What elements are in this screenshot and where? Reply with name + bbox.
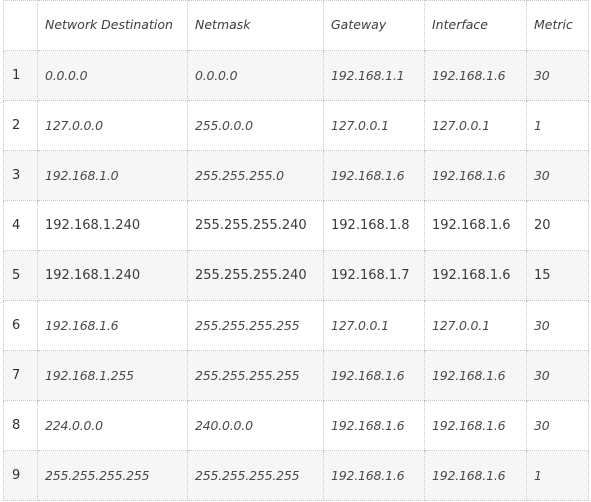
row-number: 5 [3, 250, 38, 301]
row-number: 3 [3, 150, 38, 201]
cell-interface: 192.168.1.6 [424, 50, 527, 101]
cell-network-destination: 0.0.0.0 [37, 50, 188, 101]
header-netmask: Netmask [187, 0, 324, 51]
cell-metric: 30 [526, 50, 589, 101]
cell-netmask: 255.255.255.240 [187, 200, 324, 251]
cell-network-destination: 255.255.255.255 [37, 450, 188, 501]
cell-netmask: 255.255.255.255 [187, 450, 324, 501]
cell-interface: 127.0.0.1 [424, 300, 527, 351]
cell-metric: 20 [526, 200, 589, 251]
cell-network-destination: 127.0.0.0 [37, 100, 188, 151]
table-row: 2 127.0.0.0 255.0.0.0 127.0.0.1 127.0.0.1 1 [3, 100, 589, 151]
header-network-destination: Network Destination [37, 0, 188, 51]
row-number: 2 [3, 100, 38, 151]
cell-metric: 30 [526, 400, 589, 451]
cell-network-destination: 192.168.1.240 [37, 250, 188, 301]
table-row: 9 255.255.255.255 255.255.255.255 192.168.1… [3, 450, 589, 501]
cell-gateway: 127.0.0.1 [323, 100, 425, 151]
table-row: 6 192.168.1.6 255.255.255.255 127.0.0.1 127.… [3, 300, 589, 351]
cell-metric: 30 [526, 150, 589, 201]
table-row: 3 192.168.1.0 255.255.255.0 192.168.1.6 192.… [3, 150, 589, 201]
cell-netmask: 240.0.0.0 [187, 400, 324, 451]
cell-gateway: 192.168.1.8 [323, 200, 425, 251]
row-number: 9 [3, 450, 38, 501]
row-number: 1 [3, 50, 38, 101]
cell-netmask: 255.0.0.0 [187, 100, 324, 151]
row-number: 8 [3, 400, 38, 451]
cell-gateway: 192.168.1.6 [323, 450, 425, 501]
table-row: 5 192.168.1.240 255.255.255.240 192.168.1.7… [3, 250, 589, 301]
row-number: 7 [3, 350, 38, 401]
cell-interface: 192.168.1.6 [424, 450, 527, 501]
cell-netmask: 255.255.255.255 [187, 350, 324, 401]
header-index [3, 0, 38, 51]
cell-network-destination: 192.168.1.6 [37, 300, 188, 351]
cell-interface: 192.168.1.6 [424, 250, 527, 301]
cell-metric: 30 [526, 300, 589, 351]
cell-network-destination: 224.0.0.0 [37, 400, 188, 451]
header-row: Network Destination Netmask Gateway Inte… [3, 0, 589, 51]
cell-gateway: 192.168.1.6 [323, 350, 425, 401]
row-number: 4 [3, 200, 38, 251]
table-row: 7 192.168.1.255 255.255.255.255 192.168.1.6… [3, 350, 589, 401]
cell-gateway: 192.168.1.7 [323, 250, 425, 301]
routing-table: Network Destination Netmask Gateway Inte… [3, 0, 589, 501]
cell-interface: 127.0.0.1 [424, 100, 527, 151]
cell-metric: 15 [526, 250, 589, 301]
cell-gateway: 127.0.0.1 [323, 300, 425, 351]
cell-interface: 192.168.1.6 [424, 200, 527, 251]
cell-network-destination: 192.168.1.255 [37, 350, 188, 401]
cell-interface: 192.168.1.6 [424, 350, 527, 401]
table-row: 8 224.0.0.0 240.0.0.0 192.168.1.6 192.168.1.… [3, 400, 589, 451]
cell-interface: 192.168.1.6 [424, 400, 527, 451]
cell-metric: 1 [526, 100, 589, 151]
cell-interface: 192.168.1.6 [424, 150, 527, 201]
cell-netmask: 255.255.255.255 [187, 300, 324, 351]
cell-network-destination: 192.168.1.240 [37, 200, 188, 251]
cell-gateway: 192.168.1.1 [323, 50, 425, 101]
header-metric: Metric [526, 0, 589, 51]
cell-metric: 30 [526, 350, 589, 401]
cell-gateway: 192.168.1.6 [323, 400, 425, 451]
table-row: 1 0.0.0.0 0.0.0.0 192.168.1.1 192.168.1.6 30 [3, 50, 589, 101]
header-interface: Interface [424, 0, 527, 51]
cell-netmask: 255.255.255.0 [187, 150, 324, 201]
cell-gateway: 192.168.1.6 [323, 150, 425, 201]
cell-metric: 1 [526, 450, 589, 501]
cell-netmask: 255.255.255.240 [187, 250, 324, 301]
table-row: 4 192.168.1.240 255.255.255.240 192.168.1.8… [3, 200, 589, 251]
cell-netmask: 0.0.0.0 [187, 50, 324, 101]
cell-network-destination: 192.168.1.0 [37, 150, 188, 201]
row-number: 6 [3, 300, 38, 351]
header-gateway: Gateway [323, 0, 425, 51]
